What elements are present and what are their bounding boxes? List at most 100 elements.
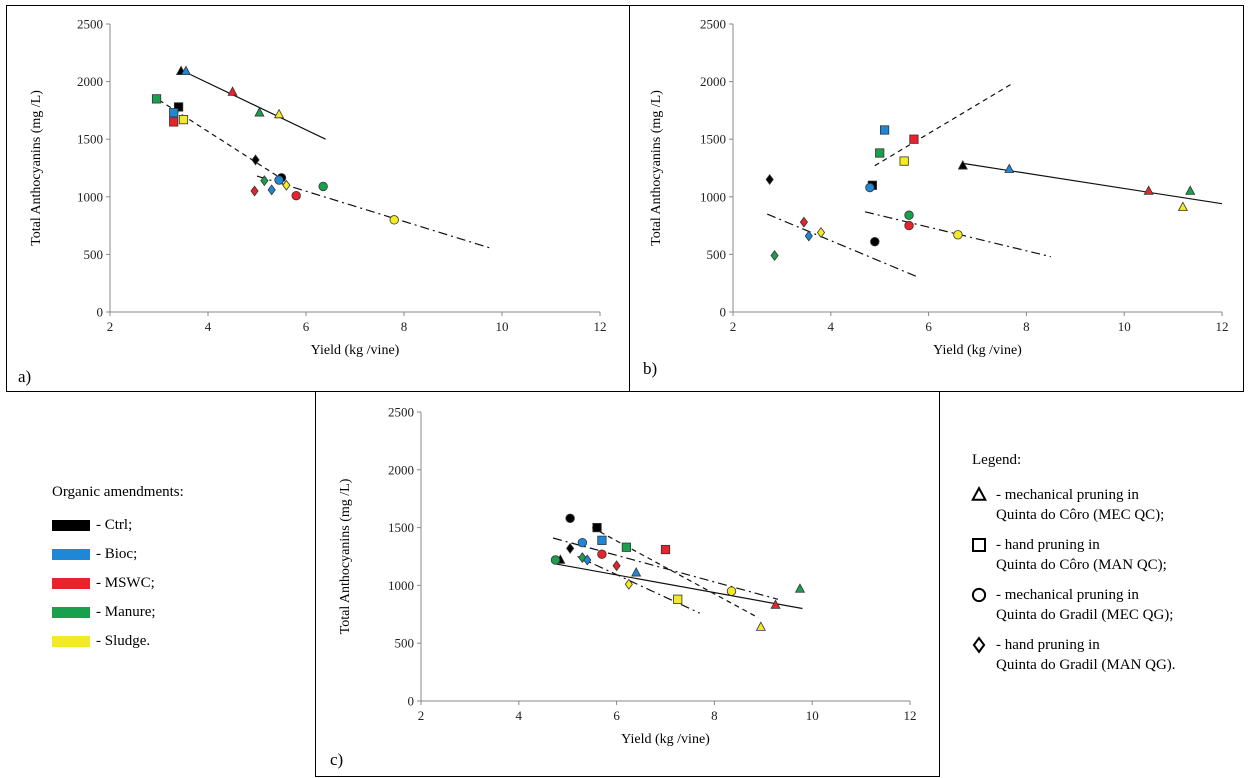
chart-b-point-diamond-bioc: [804, 230, 813, 242]
square-marker-icon: [972, 538, 986, 552]
chart-b-y-tick-label: 1500: [700, 132, 726, 147]
chart-a-point-circle-sludge: [389, 215, 399, 225]
chart-c-point-diamond-bioc: [583, 554, 592, 566]
marker-legend-item-square: - hand pruning in Quinta do Côro (MAN QC)…: [966, 535, 1246, 575]
chart-c-trendline-dashdot: [577, 555, 700, 614]
chart-b-point-square-manure: [875, 148, 885, 158]
chart-c-point-triangle-manure: [794, 583, 806, 593]
chart-a-x-tick-label: 4: [205, 319, 212, 334]
amendments-legend-items: - Ctrl; - Bioc; - MSWC; - Manure; - Sludge.: [52, 511, 302, 656]
chart-a-point-square-bioc: [169, 108, 179, 118]
chart-a-point-circle-bioc: [274, 175, 284, 185]
chart-a-y-tick-label: 1000: [77, 189, 103, 204]
chart-b-trendline-dashdot: [766, 213, 920, 278]
chart-c-point-circle-manure: [550, 555, 561, 565]
chart-c-point-square-manure: [621, 542, 631, 552]
amendment-legend-item-manure: - Manure;: [52, 598, 302, 627]
marker-legend-line1: - hand pruning in: [996, 537, 1100, 553]
chart-a-point-square-ctrl: [173, 102, 184, 112]
chart-b-point-square-mswc: [909, 134, 919, 144]
chart-b-point-triangle-mswc: [1143, 185, 1154, 195]
marker-legend-title: Legend:: [972, 452, 1022, 468]
chart-b-point-triangle-bioc: [1004, 163, 1015, 173]
chart-b-x-tick-label: 2: [730, 319, 737, 334]
chart-a-point-diamond-sludge: [282, 179, 291, 191]
chart-c-x-tick-label: 2: [418, 708, 425, 723]
chart-b-point-circle-bioc: [865, 182, 875, 193]
amendment-legend-label: - Ctrl;: [96, 517, 133, 533]
chart-a-point-triangle-bioc: [180, 65, 192, 75]
chart-a-x-tick-label: 8: [401, 319, 408, 334]
chart-b-x-tick-label: 8: [1023, 319, 1030, 334]
marker-legend-line2: Quinta do Gradil (MAN QG).: [996, 657, 1176, 673]
chart-c-trendline-solid: [552, 562, 803, 610]
chart-a-point-triangle-manure: [254, 107, 265, 117]
chart-a-point-triangle-mswc: [227, 86, 238, 96]
chart-a: 2 4 6 8 10 12 0 500 1000 1500 2000 2500 Yield (kg /v…: [18, 17, 607, 387]
chart-a-point-square-manure: [151, 94, 162, 104]
chart-a-point-diamond-manure: [260, 175, 269, 187]
chart-b-panel-label: b): [643, 359, 657, 378]
amendment-swatch-sludge: [52, 636, 90, 647]
chart-c-point-circle-sludge: [726, 586, 737, 596]
chart-a-x-tick-label: 10: [496, 319, 509, 334]
chart-b-point-square-bioc: [879, 125, 890, 135]
chart-c-point-triangle-sludge: [755, 621, 766, 631]
amendment-legend-label: - Bioc;: [96, 546, 138, 562]
chart-b-point-triangle-ctrl: [957, 160, 968, 170]
chart-a-x-tick-label: 6: [303, 319, 310, 334]
chart-c-y-tick-label: 2000: [388, 462, 414, 477]
marker-legend-items: - mechanical pruning in Quinta do Côro (M…: [966, 485, 1246, 675]
chart-b-point-circle-manure: [904, 210, 914, 220]
chart-b-point-triangle-sludge: [1177, 201, 1188, 211]
chart-a-trendline-dash: [158, 99, 287, 183]
marker-legend-line1: - hand pruning in: [996, 637, 1100, 653]
amendment-legend-label: - MSWC;: [96, 575, 155, 591]
marker-legend-item-circle: - mechanical pruning in Quinta do Gradil …: [966, 585, 1246, 625]
chart-c-x-tick-label: 6: [613, 708, 620, 723]
chart-a-point-triangle-sludge: [273, 108, 285, 119]
triangle-marker-icon: [971, 485, 987, 501]
chart-c-point-circle-mswc: [597, 549, 607, 559]
chart-c-y-tick-label: 500: [395, 636, 415, 651]
amendment-legend-item-bioc: - Bioc;: [52, 540, 302, 569]
marker-legend-line2: Quinta do Côro (MAN QC);: [996, 557, 1167, 573]
chart-a-point-circle-mswc: [291, 190, 301, 201]
chart-b-point-square-sludge: [899, 156, 909, 166]
amendment-swatch-manure: [52, 607, 90, 618]
circle-marker-icon: [971, 587, 987, 603]
diamond-marker-icon: [972, 636, 986, 654]
circle-marker-shape: [971, 587, 987, 603]
chart-c-x-tick-label: 10: [806, 708, 819, 723]
chart-c-point-diamond-manure: [578, 552, 587, 564]
chart-c-trendline-dashdot: [552, 537, 779, 600]
chart-a-y-tick-label: 500: [84, 247, 104, 262]
triangle-marker-shape: [971, 485, 987, 501]
square-marker-shape: [972, 538, 986, 552]
chart-c-panel-label: c): [330, 750, 343, 769]
chart-c-x-tick-label: 8: [711, 708, 718, 723]
chart-b-point-triangle-manure: [1185, 185, 1196, 195]
marker-legend-line2: Quinta do Gradil (MEC QG);: [996, 607, 1174, 623]
chart-c-y-tick-label: 0: [408, 694, 415, 709]
chart-b-x-tick-label: 10: [1118, 319, 1131, 334]
marker-legend-line2: Quinta do Côro (MEC QC);: [996, 507, 1165, 523]
chart-b-point-circle-mswc: [904, 220, 914, 231]
chart-b-x-label: Yield (kg /vine): [933, 343, 1022, 358]
chart-a-x-tick-label: 2: [107, 319, 114, 334]
chart-a-point-square-sludge: [178, 115, 189, 125]
chart-b-y-tick-label: 500: [707, 247, 727, 262]
chart-c-x-label: Yield (kg /vine): [621, 732, 710, 747]
chart-b-point-diamond-mswc: [799, 216, 808, 228]
chart-a-point-circle-manure: [318, 181, 328, 192]
amendment-legend-label: - Manure;: [96, 604, 156, 620]
chart-c-point-square-sludge: [673, 594, 683, 604]
amendment-swatch-ctrl: [52, 520, 90, 531]
chart-b-y-label: Total Anthocyanins (mg /L): [649, 90, 664, 246]
chart-b: 2 4 6 8 10 12 0 500 1000 1500 2000 2500 Yield (kg /v…: [643, 17, 1229, 379]
chart-b-x-tick-label: 4: [828, 319, 835, 334]
diamond-marker-shape: [972, 636, 986, 654]
panel-c-frame: [315, 391, 940, 777]
